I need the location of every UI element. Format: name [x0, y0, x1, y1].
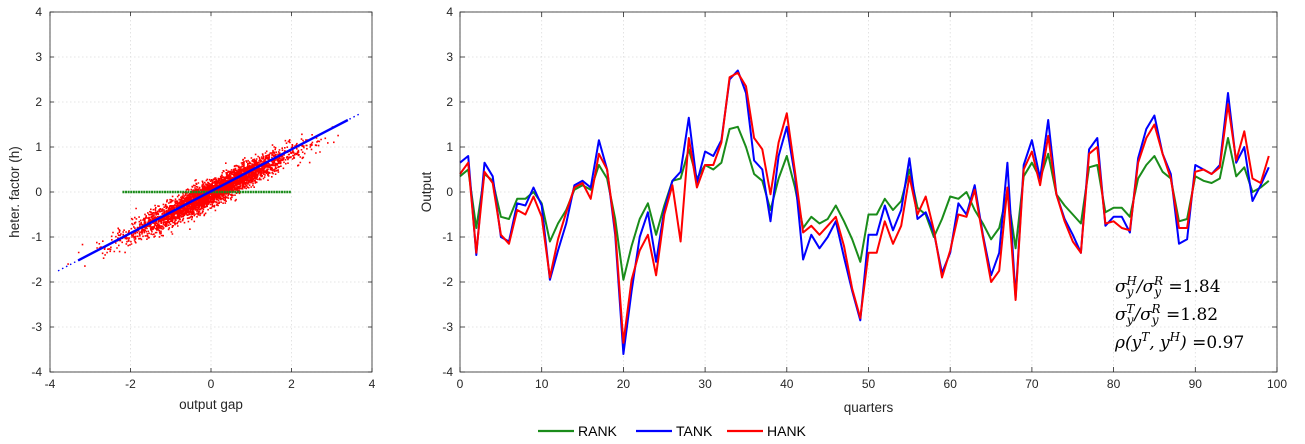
left-y-axis-label: heter. factor (h) [7, 146, 22, 238]
legend-item-hank: HANK [727, 423, 807, 439]
x-tick-label: 2 [288, 377, 295, 391]
y-tick-label: 3 [446, 50, 453, 64]
y-tick-label: -4 [31, 365, 42, 379]
stat-ratio-tank: σyT/σyR =1.82 [1115, 302, 1218, 327]
legend-label: HANK [767, 423, 807, 439]
fit-line-segment [77, 118, 349, 262]
legend-item-tank: TANK [636, 423, 713, 439]
y-tick-label: 2 [35, 95, 42, 109]
right-x-ticks: 0 10 20 30 40 50 60 70 80 90 100 [457, 12, 1287, 391]
y-tick-label: 4 [35, 5, 42, 19]
legend-label: RANK [578, 423, 618, 439]
legend: RANK TANK HANK [538, 423, 807, 439]
right-y-axis-label: Output [419, 171, 434, 212]
line-panel: 0 10 20 30 40 50 60 70 80 90 100 -4 -3 -2 -1 0 1 2 3 4 qua… [419, 5, 1287, 415]
left-x-axis-label: output gap [179, 397, 243, 412]
x-tick-label: 90 [1189, 377, 1203, 391]
series-line-rank [459, 125, 1270, 281]
x-tick-label: 80 [1107, 377, 1121, 391]
x-tick-label: 60 [944, 377, 958, 391]
x-tick-label: -4 [45, 377, 56, 391]
fit-line [57, 113, 361, 272]
y-tick-label: -1 [442, 230, 453, 244]
x-tick-label: 0 [457, 377, 464, 391]
legend-item-rank: RANK [538, 423, 618, 439]
x-tick-label: 10 [535, 377, 549, 391]
y-tick-label: -2 [31, 275, 42, 289]
x-tick-label: -2 [125, 377, 136, 391]
x-tick-label: 0 [208, 377, 215, 391]
y-tick-label: -2 [442, 275, 453, 289]
y-tick-label: 0 [446, 185, 453, 199]
left-y-ticks: -4 -3 -2 -1 0 1 2 3 4 [31, 5, 372, 379]
y-tick-label: 3 [35, 50, 42, 64]
y-tick-label: 2 [446, 95, 453, 109]
x-tick-label: 100 [1267, 377, 1287, 391]
right-x-axis-label: quarters [844, 400, 894, 415]
y-tick-label: 0 [35, 185, 42, 199]
x-tick-label: 20 [617, 377, 631, 391]
x-tick-label: 50 [862, 377, 876, 391]
right-y-ticks: -4 -3 -2 -1 0 1 2 3 4 [442, 5, 1277, 379]
y-tick-label: -3 [31, 320, 42, 334]
left-x-ticks: -4 -2 0 2 4 [45, 12, 376, 391]
y-tick-label: -1 [31, 230, 42, 244]
y-tick-label: 1 [446, 140, 453, 154]
stat-correlation: ρ(yT, yH) =0.97 [1114, 330, 1244, 353]
x-tick-label: 40 [780, 377, 794, 391]
scatter-panel: -4 -2 0 2 4 -4 -3 -2 -1 0 1 2 3 4 output gap heter. … [7, 5, 376, 412]
series-line-hank [459, 71, 1270, 344]
y-tick-label: -4 [442, 365, 453, 379]
y-tick-label: -3 [442, 320, 453, 334]
stats-annotations: σyH/σyR =1.84 σyT/σyR =1.82 ρ(yT, yH) =0… [1114, 274, 1244, 353]
series-lines [459, 69, 1270, 355]
x-tick-label: 30 [698, 377, 712, 391]
y-tick-label: 4 [446, 5, 453, 19]
x-tick-label: 70 [1025, 377, 1039, 391]
x-tick-label: 4 [369, 377, 376, 391]
stat-ratio-hank: σyH/σyR =1.84 [1115, 274, 1221, 299]
y-tick-label: 1 [35, 140, 42, 154]
legend-label: TANK [676, 423, 713, 439]
